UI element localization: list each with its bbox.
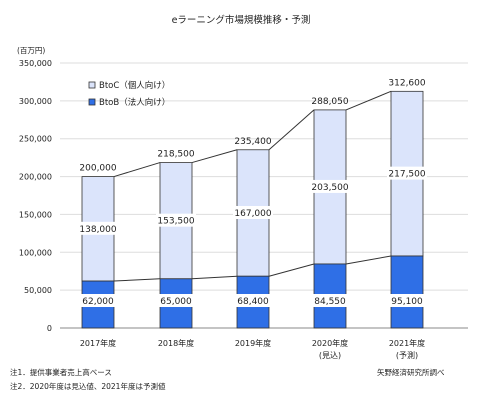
btoc-label-bg <box>387 166 427 180</box>
y-axis-unit-label: (百万円) <box>17 46 46 55</box>
btoc-value-label: 217,500 <box>388 170 425 180</box>
total-label: 200,000 <box>79 164 116 174</box>
btob-value-label: 68,400 <box>237 297 269 307</box>
connector-line-btob <box>268 263 315 277</box>
connector-line-btob <box>113 278 161 282</box>
y-tick-label: 300,000 <box>19 97 52 106</box>
chart-title: eラーニング市場規模推移・予測 <box>171 15 311 26</box>
total-label: 288,050 <box>311 97 348 107</box>
btoc-value-label: 138,000 <box>79 225 116 235</box>
legend-label-btoc: BtoC（個人向け） <box>99 80 170 91</box>
y-tick-label: 250,000 <box>19 135 52 144</box>
total-label: 218,500 <box>157 150 194 160</box>
y-tick-label: 200,000 <box>19 173 52 182</box>
connector-line-total <box>191 149 238 164</box>
connector-line-btob <box>345 255 392 265</box>
btob-value-label: 65,000 <box>160 297 192 307</box>
btoc-value-label: 167,000 <box>234 209 271 219</box>
y-tick-label: 150,000 <box>19 210 52 219</box>
btob-value-label: 84,550 <box>314 297 346 307</box>
x-tick-label: 2017年度 <box>80 338 116 348</box>
btoc-label-bg <box>156 213 196 227</box>
legend-label-btob: BtoB（法人向け） <box>99 97 170 108</box>
btob-label-bg <box>233 294 273 307</box>
y-tick-label: 350,000 <box>19 59 52 68</box>
x-tick-sublabel: (予測) <box>396 350 418 360</box>
x-tick-sublabel: (見込) <box>319 351 341 360</box>
bar-btob <box>390 255 424 329</box>
btob-label-bg <box>310 294 350 307</box>
total-label: 312,600 <box>388 78 425 88</box>
btoc-label-bg <box>78 221 118 235</box>
total-label: 235,400 <box>234 137 271 147</box>
btob-label-bg <box>78 294 118 307</box>
footnote-1: 注1．提供事業者売上高ベース <box>10 368 112 377</box>
btob-value-label: 62,000 <box>82 297 114 307</box>
btoc-value-label: 203,500 <box>311 183 348 193</box>
x-tick-label: 2020年度 <box>312 338 348 348</box>
btoc-value-label: 153,500 <box>157 217 194 227</box>
y-tick-label: 50,000 <box>24 286 52 295</box>
connector-line-total <box>345 90 392 111</box>
btob-value-label: 95,100 <box>391 297 423 307</box>
x-tick-label: 2019年度 <box>235 338 271 348</box>
legend-swatch-btoc <box>88 81 96 89</box>
connector-line-total <box>268 109 315 151</box>
btob-label-bg <box>156 294 196 307</box>
y-tick-label: 100,000 <box>19 248 52 257</box>
connector-line-btob <box>191 275 238 280</box>
connector-line-total <box>113 162 161 178</box>
x-tick-label: 2021年度 <box>389 338 425 348</box>
source-credit: 矢野経済研究所調べ <box>377 368 445 377</box>
btob-label-bg <box>387 294 427 307</box>
y-tick-label: 0 <box>47 324 52 333</box>
footnote-2: 注2．2020年度は見込値、2021年度は予測値 <box>10 382 166 391</box>
legend-swatch-btob <box>88 98 96 106</box>
x-tick-label: 2018年度 <box>158 338 194 348</box>
btoc-label-bg <box>233 205 273 219</box>
btoc-label-bg <box>310 179 350 193</box>
